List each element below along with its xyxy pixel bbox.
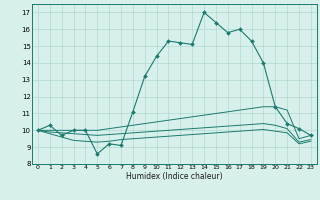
X-axis label: Humidex (Indice chaleur): Humidex (Indice chaleur) (126, 172, 223, 181)
